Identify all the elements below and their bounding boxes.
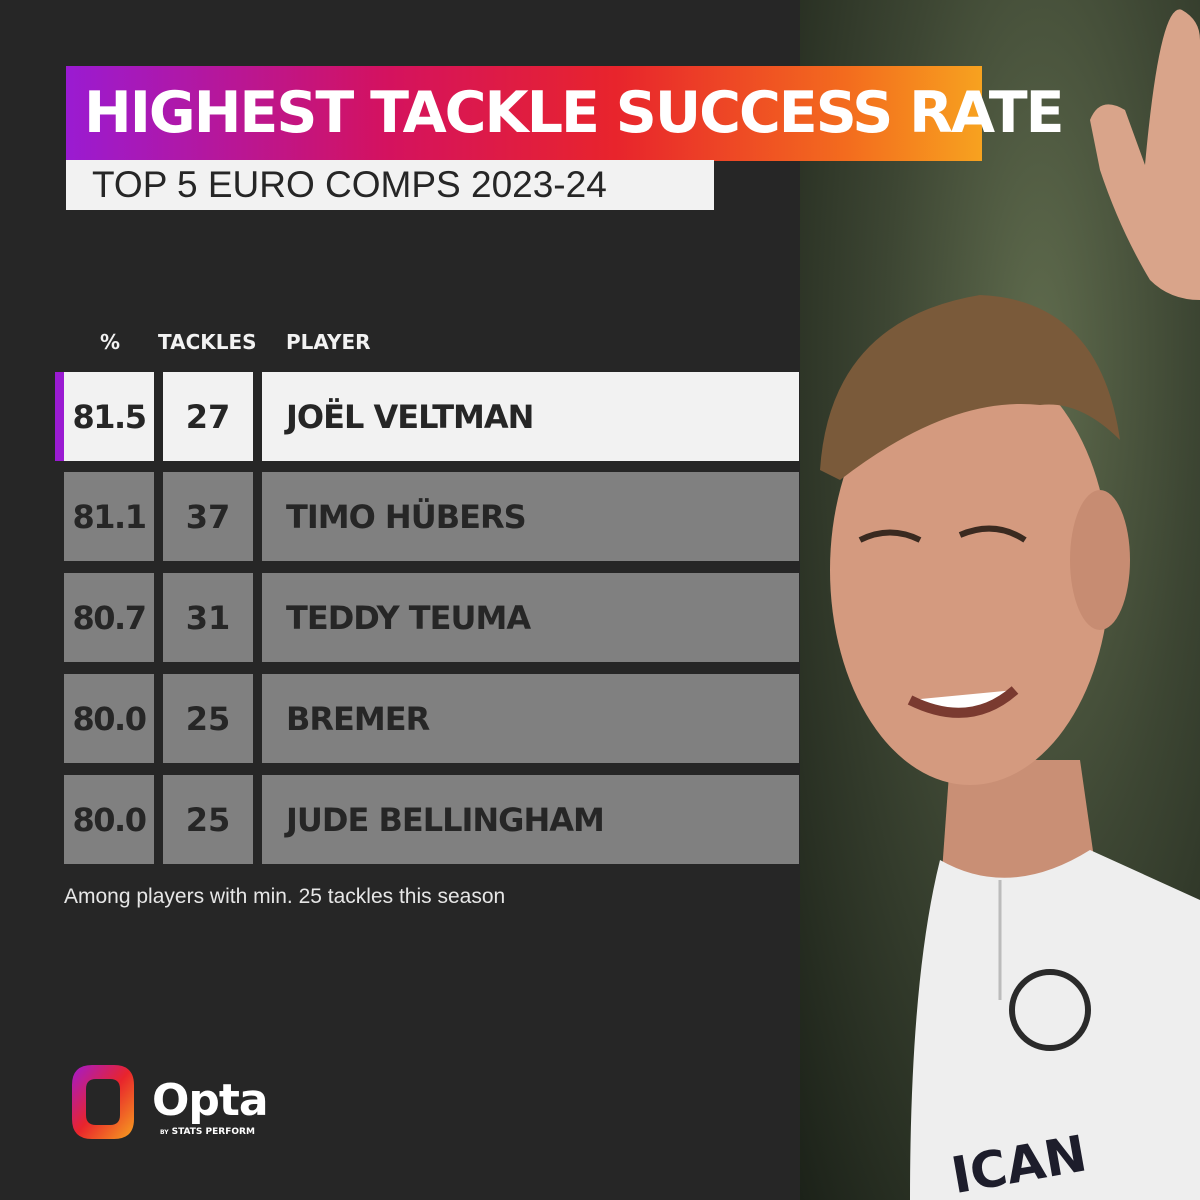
tackles-cell: 37: [163, 472, 253, 561]
player-photo-icon: ICAN: [820, 9, 1200, 1200]
footnote: Among players with min. 25 tackles this …: [64, 885, 506, 908]
tackles-cell: 31: [163, 573, 253, 662]
column-header-player: PLAYER: [286, 330, 371, 354]
pct-cell: 80.0: [64, 775, 154, 864]
player-cell: TEDDY TEUMA: [262, 573, 799, 662]
opta-tagline: BY STATS PERFORM: [160, 1127, 255, 1137]
player-cell: JOËL VELTMAN: [262, 372, 799, 461]
subtitle-bar: [66, 160, 714, 210]
column-header-tackles: TACKLES: [158, 330, 257, 354]
tackles-cell: 25: [163, 775, 253, 864]
pct-cell: 80.0: [64, 674, 154, 763]
player-cell: JUDE BELLINGHAM: [262, 775, 799, 864]
opta-wordmark: Opta: [152, 1075, 269, 1126]
title-bar: [66, 66, 982, 161]
opta-logo-icon: [72, 1065, 134, 1139]
player-photo: ICAN: [800, 0, 1200, 1200]
opta-tagline-prefix: BY: [160, 1129, 169, 1136]
player-cell: BREMER: [262, 674, 799, 763]
player-cell: TIMO HÜBERS: [262, 472, 799, 561]
tackles-cell: 27: [163, 372, 253, 461]
chart-title: HIGHEST TACKLE SUCCESS RATE: [84, 80, 1065, 146]
pct-cell: 80.7: [64, 573, 154, 662]
row-highlight-accent: [55, 372, 64, 461]
chart-subtitle: TOP 5 EURO COMPS 2023-24: [92, 164, 607, 205]
pct-cell: 81.5: [64, 372, 154, 461]
tackles-cell: 25: [163, 674, 253, 763]
column-header-pct: %: [100, 330, 121, 354]
pct-cell: 81.1: [64, 472, 154, 561]
opta-tagline-text: STATS PERFORM: [171, 1127, 255, 1137]
